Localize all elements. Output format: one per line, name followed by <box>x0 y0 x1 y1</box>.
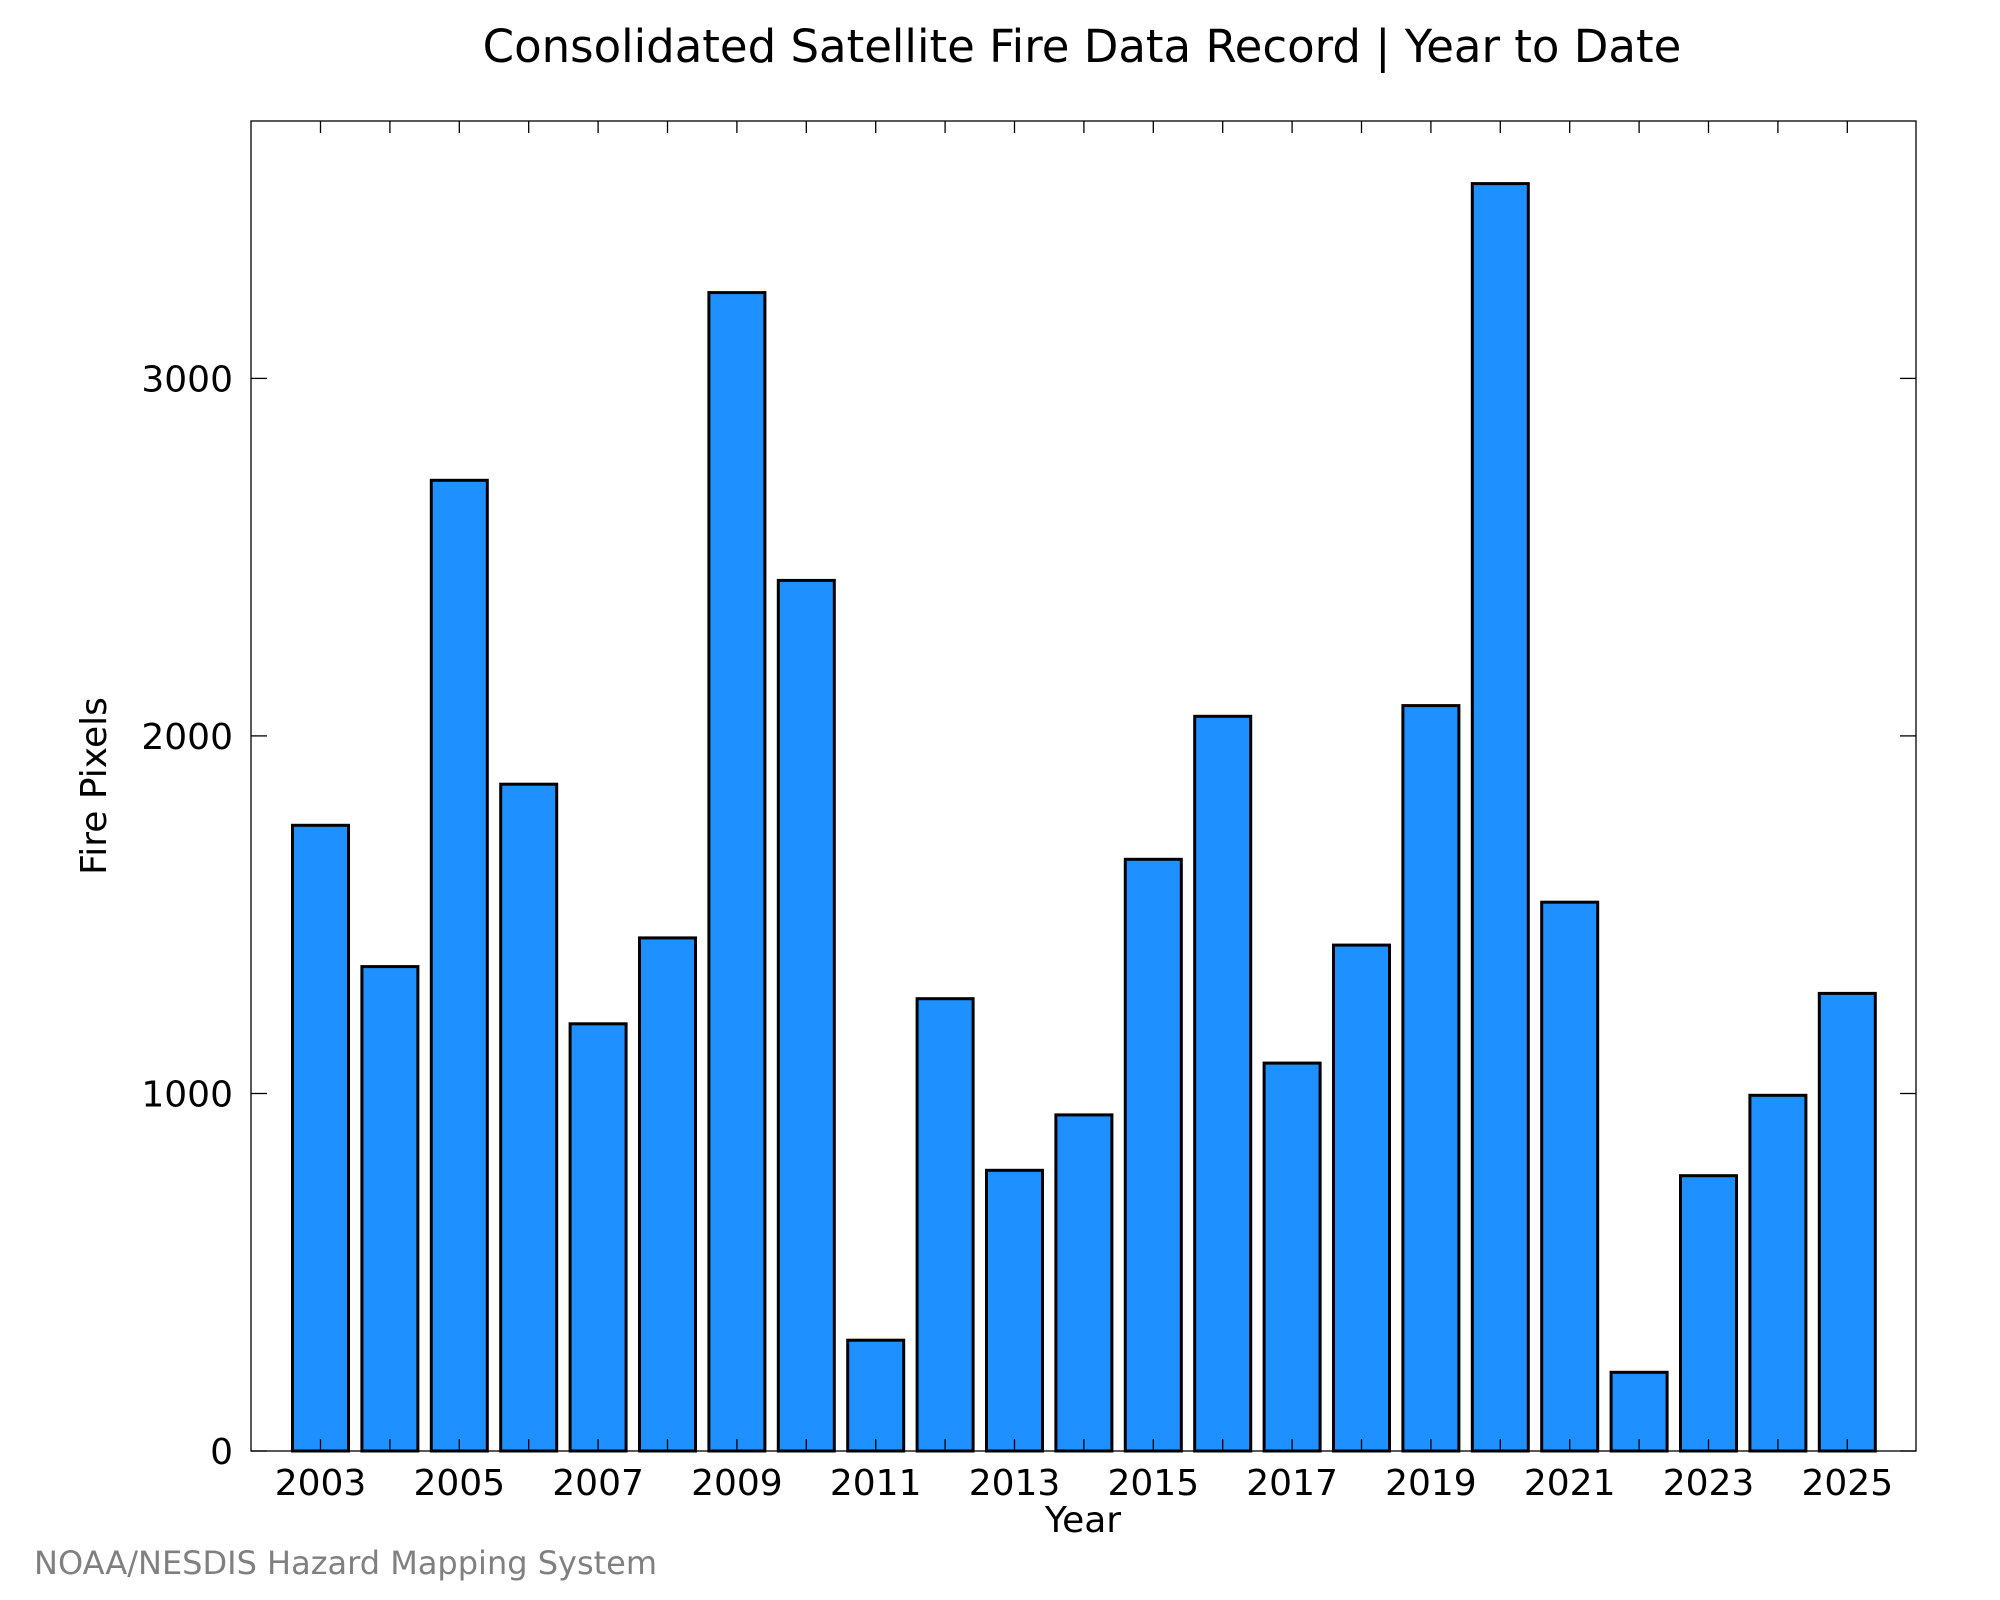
bar-2009 <box>707 291 767 1453</box>
x-tick-labels: 2003 2005 2007 2009 2011 2013 2015 2017 2019 2021… <box>275 1463 1893 1504</box>
chart-title: Consolidated Satellite Fire Data Record … <box>483 20 1682 73</box>
x-tick-label-2015: 2015 <box>1107 1463 1199 1504</box>
x-tick-label-2019: 2019 <box>1385 1463 1477 1504</box>
bar-2006 <box>499 782 559 1453</box>
bar-2019 <box>1401 704 1461 1453</box>
credit-text: NOAA/NESDIS Hazard Mapping System <box>34 1544 657 1582</box>
bar-2025 <box>1817 991 1877 1453</box>
y-tick-label-2000: 2000 <box>141 717 233 758</box>
bar-2017 <box>1262 1061 1322 1453</box>
bar-2010 <box>776 578 836 1453</box>
bar-2020 <box>1470 182 1530 1453</box>
y-axis-label: Fire Pixels <box>74 697 115 875</box>
x-tick-label-2023: 2023 <box>1663 1463 1755 1504</box>
bar-2012 <box>915 997 975 1453</box>
x-tick-label-2003: 2003 <box>275 1463 367 1504</box>
bars-group <box>291 182 1877 1453</box>
x-tick-label-2009: 2009 <box>691 1463 783 1504</box>
y-tick-label-0: 0 <box>210 1432 233 1473</box>
bar-2024 <box>1748 1093 1808 1453</box>
y-tick-label-3000: 3000 <box>141 359 233 400</box>
bar-2003 <box>291 823 350 1453</box>
x-tick-label-2017: 2017 <box>1246 1463 1338 1504</box>
y-tick-label-1000: 1000 <box>141 1075 233 1116</box>
bar-2014 <box>1054 1113 1114 1453</box>
x-tick-label-2011: 2011 <box>830 1463 922 1504</box>
x-axis-label: Year <box>1044 1500 1121 1541</box>
bar-2005 <box>429 478 489 1453</box>
axis-ticks-group <box>251 121 1916 1452</box>
x-tick-label-2025: 2025 <box>1801 1463 1893 1504</box>
bar-2008 <box>638 936 697 1453</box>
bar-2021 <box>1540 900 1600 1453</box>
bar-2004 <box>360 965 420 1453</box>
bar-2018 <box>1332 943 1391 1453</box>
x-tick-label-2021: 2021 <box>1524 1463 1616 1504</box>
bar-2023 <box>1679 1174 1738 1453</box>
y-tick-labels: 0 1000 2000 3000 <box>141 359 233 1473</box>
bar-2013 <box>985 1168 1044 1453</box>
bar-2007 <box>568 1022 628 1453</box>
bar-2016 <box>1193 714 1253 1453</box>
x-tick-label-2005: 2005 <box>413 1463 505 1504</box>
bar-2015 <box>1123 857 1183 1453</box>
bar-2011 <box>846 1338 906 1453</box>
x-tick-label-2007: 2007 <box>552 1463 644 1504</box>
x-tick-label-2013: 2013 <box>969 1463 1061 1504</box>
